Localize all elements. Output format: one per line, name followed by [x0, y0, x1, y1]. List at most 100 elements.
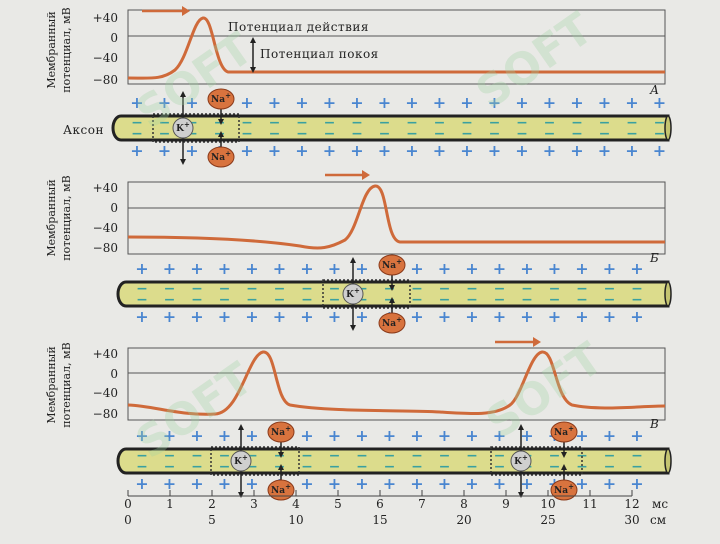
- outside-plus-charge: +: [548, 307, 561, 326]
- propagation-arrowhead: [362, 170, 370, 180]
- axon-body: [116, 447, 670, 475]
- outside-plus-charge: +: [355, 307, 368, 326]
- time-tick-label: 11: [582, 497, 597, 511]
- inside-minus-charge: −: [356, 292, 368, 308]
- inside-minus-charge: −: [241, 115, 253, 131]
- panel-c: Мембранный потенциал, мВ +40 0 −40 −80 В…: [45, 337, 672, 501]
- k-ion-label-charge: +: [522, 453, 528, 462]
- axon-end: [664, 115, 672, 141]
- outside-plus-charge: +: [603, 307, 616, 326]
- outside-plus-charge: +: [190, 307, 203, 326]
- inside-minus-charge: −: [439, 292, 451, 308]
- outside-plus-charge: +: [575, 259, 588, 278]
- outside-plus-charge: +: [300, 307, 313, 326]
- outside-plus-charge: +: [603, 259, 616, 278]
- inside-minus-charge: −: [246, 448, 258, 464]
- inside-minus-charge: −: [461, 126, 473, 142]
- inside-minus-charge: −: [626, 115, 638, 131]
- outside-plus-charge: +: [570, 93, 583, 112]
- outside-plus-charge: +: [328, 307, 341, 326]
- inside-minus-charge: −: [439, 448, 451, 464]
- outside-plus-charge: +: [273, 307, 286, 326]
- propagation-arrowhead: [182, 6, 190, 16]
- k-ion-label: K+: [514, 453, 528, 467]
- channel-dotted-outline: [322, 279, 411, 309]
- inside-minus-charge: −: [494, 448, 506, 464]
- k-ion: [342, 283, 364, 305]
- panel-label-a: А: [649, 83, 659, 97]
- axon-body: [111, 114, 670, 142]
- outside-plus-charge: +: [295, 93, 308, 112]
- membrane-potential-trace: [127, 184, 665, 250]
- ion-channel-b: K+Na+Na+: [322, 254, 411, 334]
- outside-plus-charge: +: [433, 141, 446, 160]
- inside-minus-charge: −: [494, 459, 506, 475]
- na-ion: [207, 88, 235, 110]
- inside-minus-charge: −: [626, 126, 638, 142]
- inside-minus-charge: −: [406, 115, 418, 131]
- axon-end: [664, 448, 672, 474]
- inside-minus-charge: −: [136, 281, 148, 297]
- outside-plus-charge: +: [543, 93, 556, 112]
- na-ion-label-symbol: Na: [554, 428, 568, 438]
- distance-tick-label: 20: [456, 513, 471, 527]
- na-ion-label: Na+: [271, 482, 291, 496]
- na-ion: [550, 479, 578, 501]
- inside-minus-charge: −: [434, 115, 446, 131]
- na-ion-label: Na+: [211, 91, 231, 105]
- inside-minus-charge: −: [191, 459, 203, 475]
- na-ion-label-charge: +: [285, 482, 291, 491]
- outside-plus-charge: +: [465, 426, 478, 445]
- na-ion: [267, 479, 295, 501]
- inside-minus-charge: −: [654, 126, 666, 142]
- inside-minus-charge: −: [516, 126, 528, 142]
- outside-plus-charge: +: [240, 141, 253, 160]
- inside-minus-charge: −: [604, 459, 616, 475]
- outside-plus-charge: +: [218, 307, 231, 326]
- na-ion-label-symbol: Na: [211, 153, 225, 163]
- inside-minus-charge: −: [329, 459, 341, 475]
- outside-plus-charge: +: [383, 426, 396, 445]
- inside-minus-charge: −: [604, 281, 616, 297]
- k-ion-label: K+: [234, 453, 248, 467]
- outside-plus-charge: +: [410, 474, 423, 493]
- outside-plus-charge: +: [598, 141, 611, 160]
- inside-minus-charge: −: [164, 281, 176, 297]
- outside-plus-charge: +: [405, 141, 418, 160]
- k-ion-label: K+: [346, 286, 360, 300]
- na-ion-label-symbol: Na: [382, 319, 396, 329]
- outside-plus-charge: +: [300, 426, 313, 445]
- k-ion: [172, 117, 194, 139]
- inside-minus-charge: −: [301, 448, 313, 464]
- inside-minus-charge: −: [576, 292, 588, 308]
- na-ion-label-symbol: Na: [271, 486, 285, 496]
- inside-minus-charge: −: [411, 292, 423, 308]
- inside-minus-charge: −: [301, 292, 313, 308]
- distance-unit: см: [650, 513, 666, 527]
- k-ion-label-charge: +: [184, 120, 190, 129]
- outside-plus-charge: +: [300, 259, 313, 278]
- outside-plus-charge: +: [355, 474, 368, 493]
- outside-plus-charge: +: [520, 307, 533, 326]
- plot-frame: [127, 9, 666, 85]
- inside-minus-charge: −: [356, 448, 368, 464]
- k-ion-label-charge: +: [242, 453, 248, 462]
- time-tick-label: 4: [292, 497, 300, 511]
- na-ion: [378, 254, 406, 276]
- outside-plus-charge: +: [515, 93, 528, 112]
- outside-plus-charge: +: [465, 259, 478, 278]
- outside-plus-charge: +: [163, 474, 176, 493]
- inside-minus-charge: −: [164, 459, 176, 475]
- outside-plus-charge: +: [575, 426, 588, 445]
- na-ion: [207, 146, 235, 168]
- time-tick-label: 9: [502, 497, 510, 511]
- distance-tick-label: 5: [208, 513, 216, 527]
- inside-minus-charge: −: [604, 448, 616, 464]
- na-ion-label-charge: +: [568, 424, 574, 433]
- inside-minus-charge: −: [219, 448, 231, 464]
- y-tick: −80: [93, 241, 118, 255]
- outside-plus-charge: +: [438, 426, 451, 445]
- inside-minus-charge: −: [164, 448, 176, 464]
- outside-plus-charge: +: [410, 259, 423, 278]
- distance-scale: 0 5 10 15 20 25 30 см: [124, 513, 666, 527]
